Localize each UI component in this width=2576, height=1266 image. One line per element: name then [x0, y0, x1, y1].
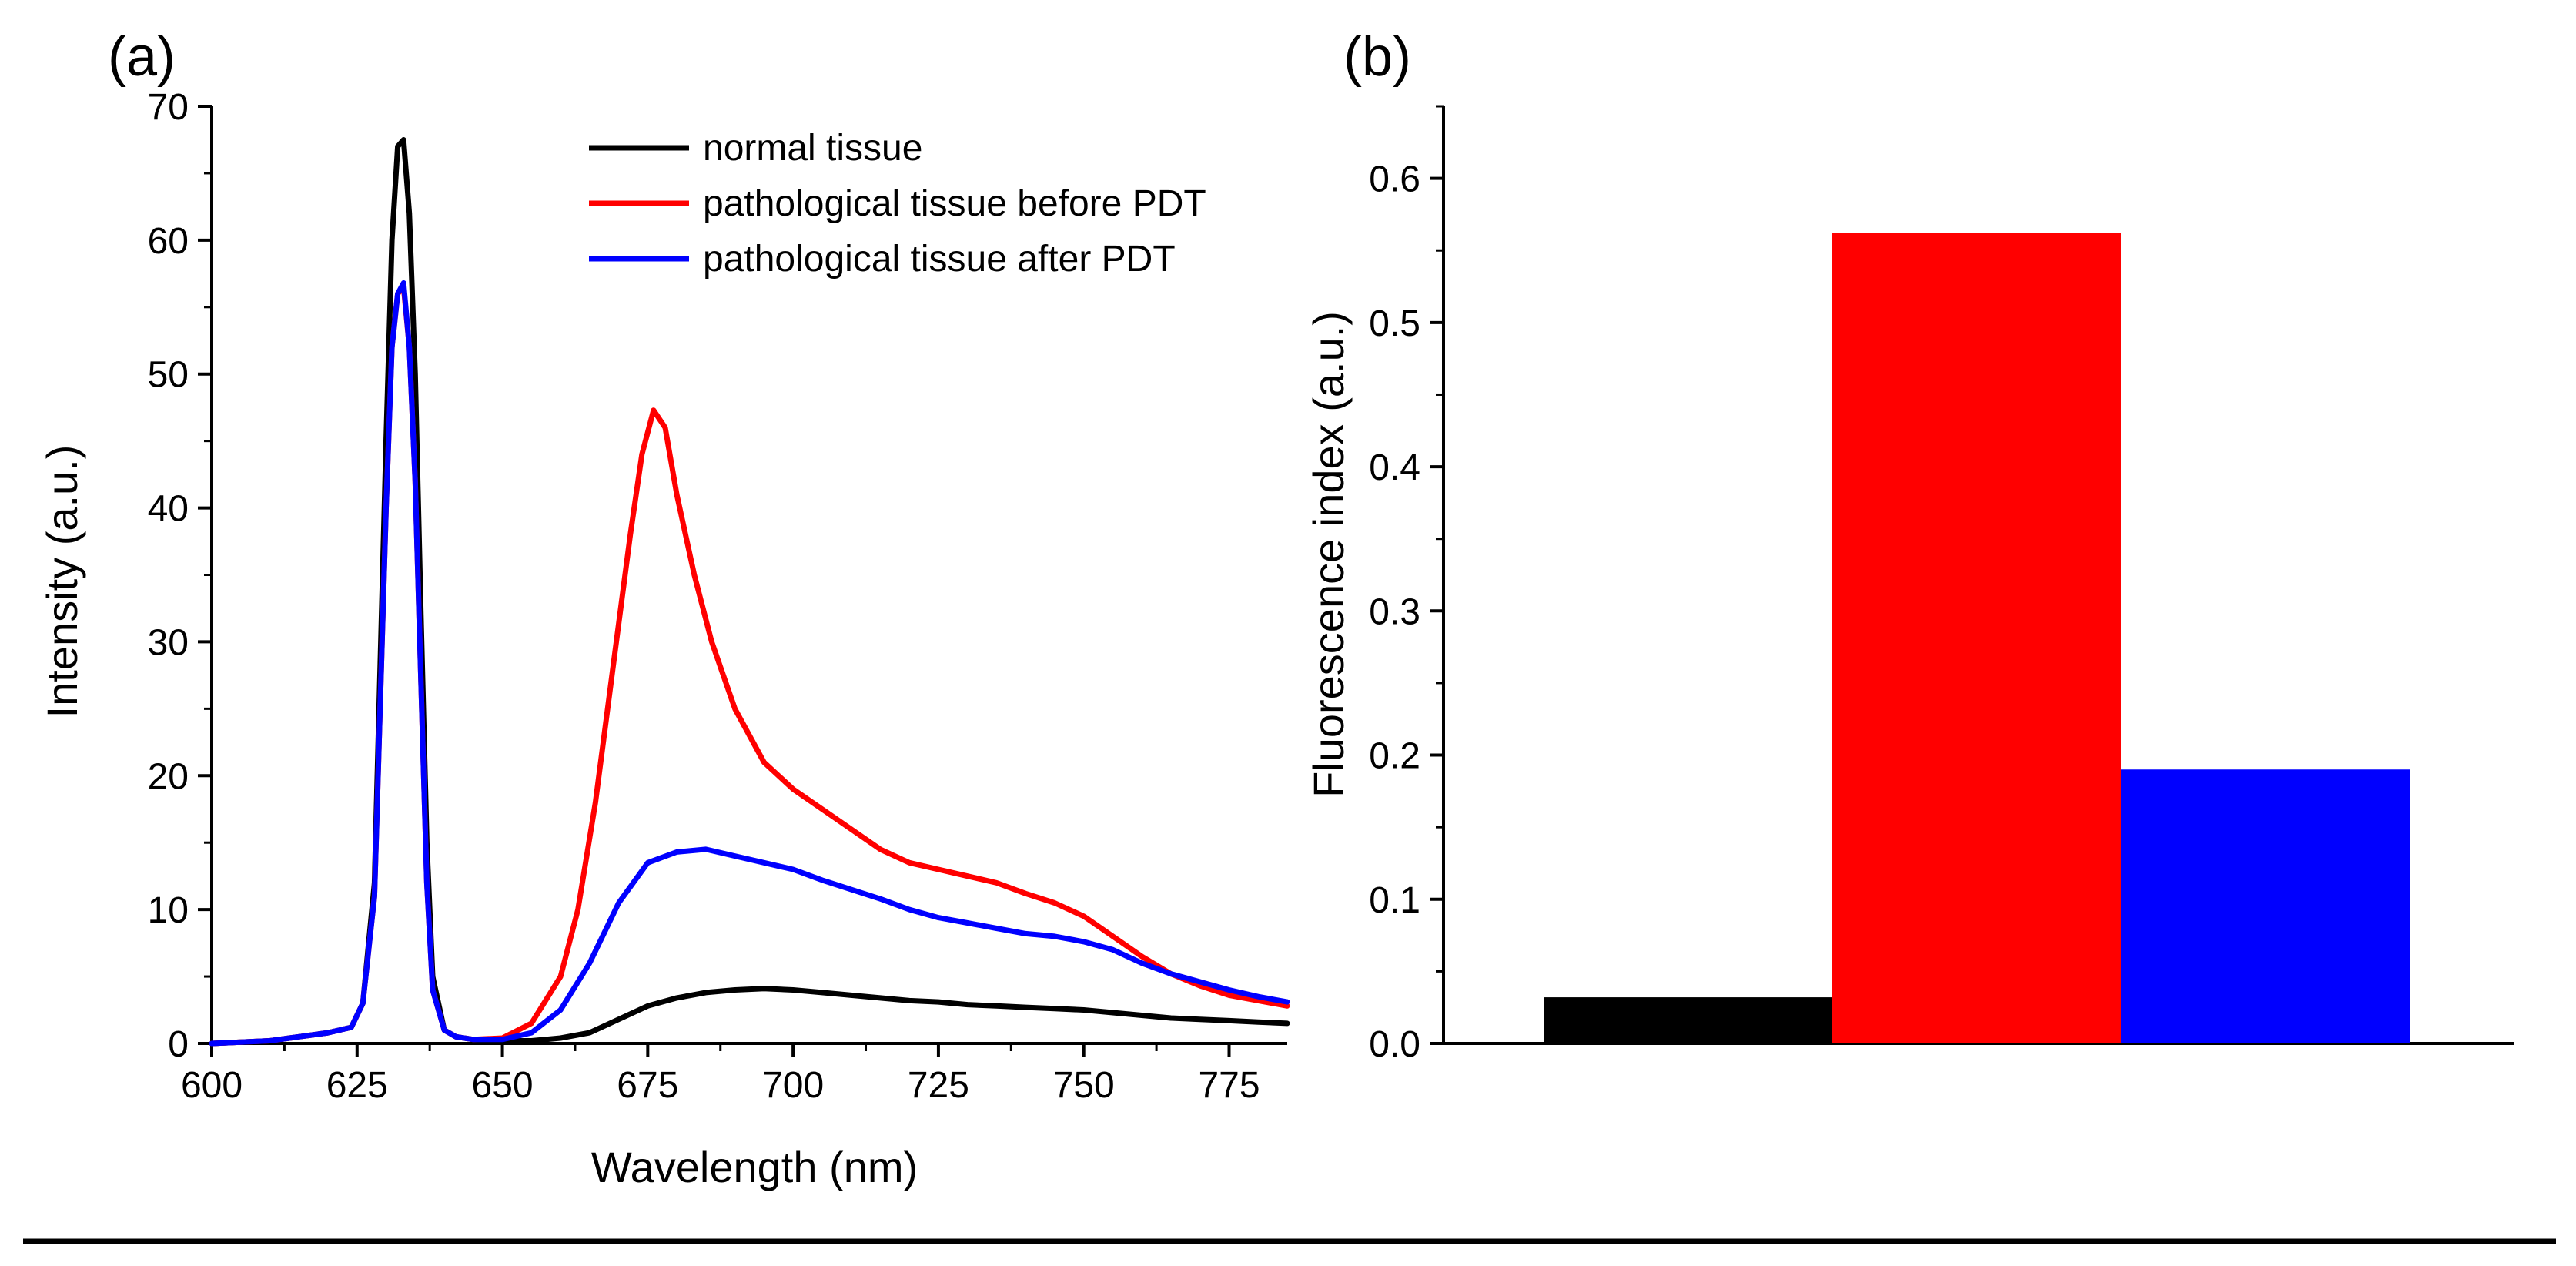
panel-a-legend-label-3: pathological tissue after PDT — [703, 239, 1176, 280]
panel-b-y-tick-label: 0.5 — [1369, 303, 1420, 344]
panel-b-ylabel: Fluorescence index (a.u.) — [1304, 311, 1353, 798]
panel-a-x-tick-label: 775 — [1198, 1065, 1260, 1106]
panel-b-bar-3 — [2121, 769, 2410, 1043]
panel-a-legend-label-2: pathological tissue before PDT — [703, 183, 1206, 224]
panel-b-bar-2 — [1832, 233, 2121, 1044]
panel-a-y-tick-label: 30 — [148, 622, 189, 663]
panel-a-xlabel: Wavelength (nm) — [591, 1143, 918, 1191]
panel-a-legend: normal tissue pathological tissue before … — [589, 128, 1206, 280]
panel-a-ticks: 0 10 20 30 40 50 60 70 600 625 650 675 700 725 750 775 — [148, 87, 1260, 1106]
panel-a-y-tick-label: 20 — [148, 756, 189, 797]
panel-a-series-line-1 — [209, 137, 1290, 1047]
panel-a-x-tick-label: 750 — [1053, 1065, 1115, 1106]
panel-a-x-tick-label: 700 — [762, 1065, 824, 1106]
panel-a-chart: (a) 0 10 20 30 40 50 60 70 600 625 650 675 700 725 750… — [38, 26, 1290, 1191]
panel-a-ylabel: Intensity (a.u.) — [38, 445, 86, 718]
panel-a-series-line-3 — [209, 280, 1290, 1047]
panel-a-y-tick-label: 70 — [148, 87, 189, 128]
panel-a-label: (a) — [108, 26, 176, 88]
panel-a-x-tick-label: 625 — [326, 1065, 388, 1106]
panel-b-bar-1 — [1544, 997, 1832, 1043]
panel-a-y-tick-label: 10 — [148, 890, 189, 931]
panel-b-y-tick-label: 0.2 — [1369, 736, 1420, 777]
panel-b-y-tick-label: 0.3 — [1369, 591, 1420, 632]
panel-b-ticks: 0.0 0.1 0.2 0.3 0.4 0.5 0.6 — [1369, 105, 1444, 1065]
panel-b-label: (b) — [1343, 26, 1411, 88]
panel-a-y-tick-label: 0 — [168, 1024, 189, 1065]
panel-a-legend-label-1: normal tissue — [703, 128, 922, 169]
panel-a-y-tick-label: 50 — [148, 355, 189, 396]
panel-a-x-tick-label: 650 — [472, 1065, 534, 1106]
panel-a-x-tick-label: 725 — [908, 1065, 969, 1106]
panel-b-y-tick-label: 0.0 — [1369, 1024, 1420, 1065]
panel-a-x-tick-label: 600 — [181, 1065, 243, 1106]
panel-b-bars — [1544, 233, 2410, 1044]
panel-b-y-tick-label: 0.4 — [1369, 447, 1420, 488]
panel-a-x-tick-label: 675 — [617, 1065, 678, 1106]
panel-a-y-tick-label: 40 — [148, 489, 189, 530]
panel-b-y-tick-label: 0.6 — [1369, 159, 1420, 200]
panel-b-y-tick-label: 0.1 — [1369, 880, 1420, 921]
panel-b-chart: (b) 0.0 0.1 0.2 0.3 0.4 0.5 0.6 Fluorescence i… — [1304, 26, 2514, 1065]
panel-a-series — [209, 137, 1290, 1047]
panel-a-y-tick-label: 60 — [148, 221, 189, 262]
